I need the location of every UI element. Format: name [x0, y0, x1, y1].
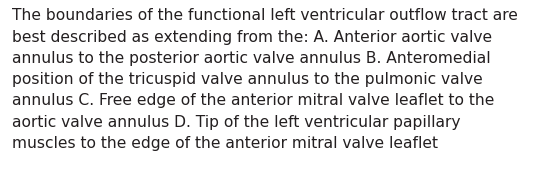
Text: The boundaries of the functional left ventricular outflow tract are
best describ: The boundaries of the functional left ve… — [12, 8, 518, 151]
